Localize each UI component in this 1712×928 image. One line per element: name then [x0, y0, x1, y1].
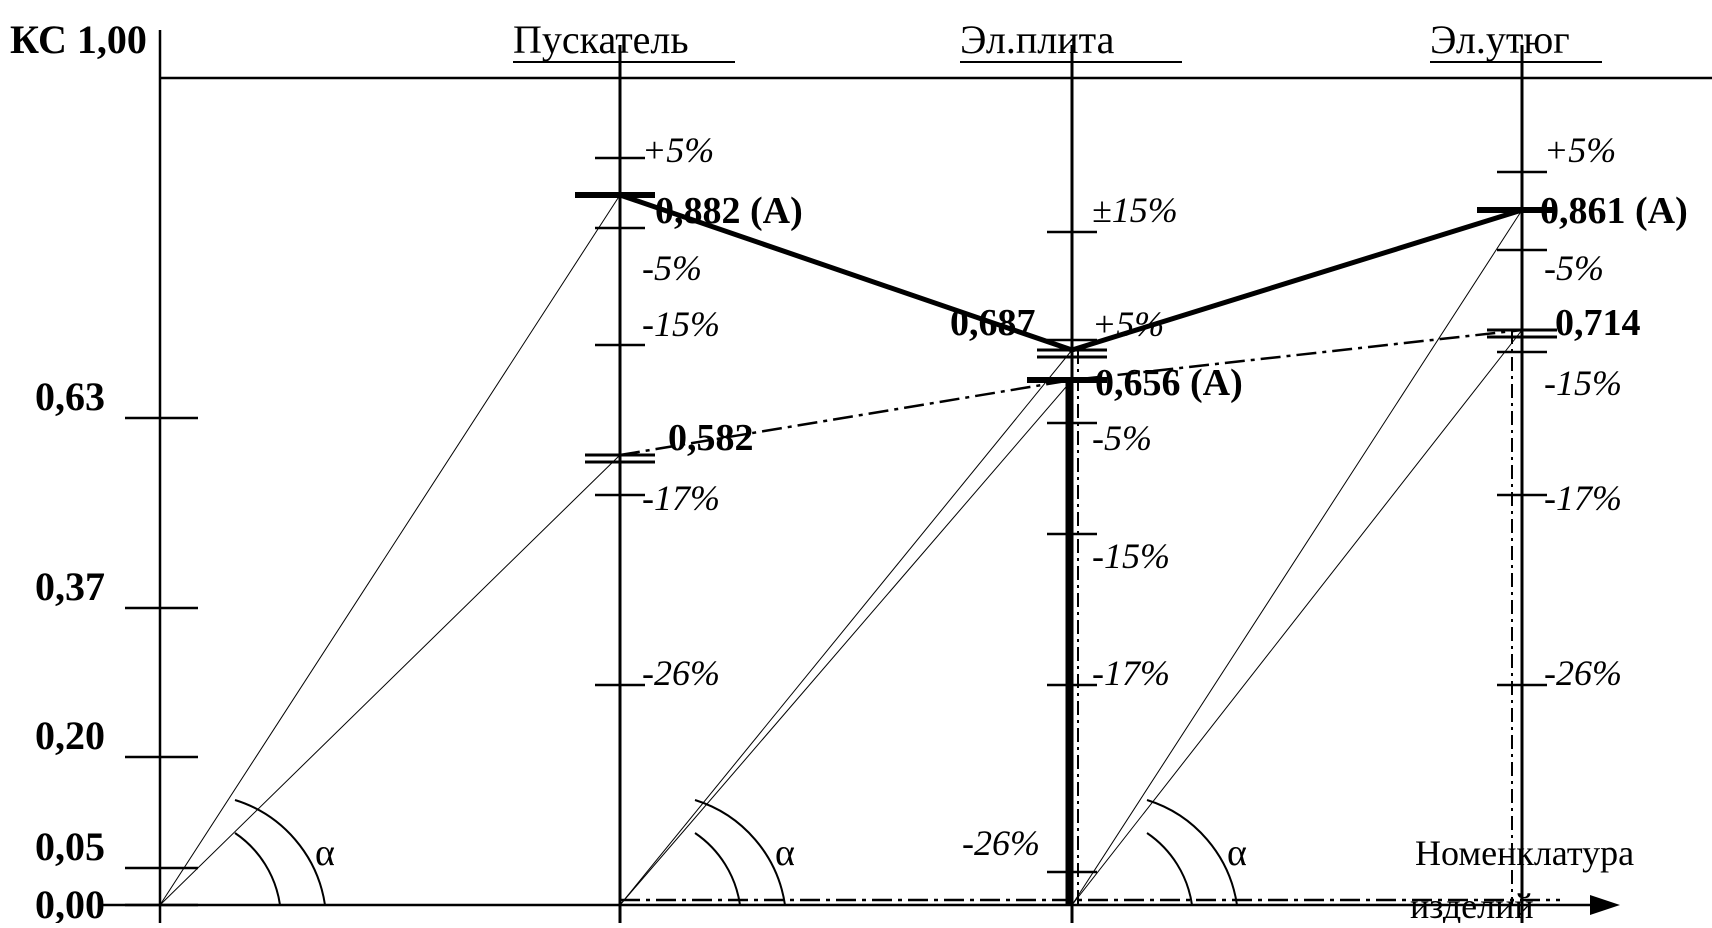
product-columns: Пускатель +5% -5% -15% -17% -26% 0,882 (А) 0,58… [513, 17, 1688, 923]
angle-symbol: α [1227, 832, 1247, 874]
percent-tick-label: +5% [1544, 130, 1616, 170]
product-name: Эл.плита [960, 17, 1115, 62]
percent-tick-label: ±15% [1092, 190, 1178, 230]
percent-tick-label: -17% [1544, 478, 1622, 518]
percent-tick-label: -26% [962, 823, 1040, 863]
angle-arc [234, 799, 326, 906]
percent-tick-label: -5% [642, 248, 702, 288]
percent-tick-label: -15% [642, 304, 720, 344]
percent-tick-label: -17% [642, 478, 720, 518]
percent-tick-label: +5% [642, 130, 714, 170]
percent-tick-label: -5% [1092, 418, 1152, 458]
y-tick-label: 0,00 [35, 882, 105, 923]
top-value-label: 0,882 (А) [655, 190, 803, 232]
percent-tick-label: -26% [1544, 653, 1622, 693]
angle-arc [694, 799, 786, 906]
y-tick-label: 0,37 [35, 564, 105, 609]
percent-tick-label: -15% [1092, 536, 1170, 576]
ray-line [1071, 329, 1523, 906]
x-axis-title-line2: изделий [1410, 886, 1534, 923]
angle-symbol: α [775, 832, 795, 874]
low-value-label: 0,714 [1555, 302, 1641, 344]
ray-line [619, 379, 1073, 906]
ray-line [619, 349, 1073, 906]
product-name: Эл.утюг [1430, 17, 1570, 62]
y-tick-label: 0,05 [35, 824, 105, 869]
series-b-line [619, 328, 1523, 457]
ray-line [159, 194, 621, 906]
angle-arc [694, 832, 741, 906]
ray-line [159, 454, 621, 906]
angle-arc [1146, 799, 1238, 906]
y-tick-label: 0,63 [35, 374, 105, 419]
percent-tick-label: -5% [1544, 248, 1604, 288]
series-a-line [619, 192, 1523, 353]
percent-tick-label: -15% [1544, 363, 1622, 403]
angle-symbol: α [315, 832, 335, 874]
angle-arc [1146, 832, 1193, 906]
ray-line [1071, 209, 1523, 906]
y-tick-label: 0,20 [35, 713, 105, 758]
angle-arc [234, 832, 281, 906]
top-value-label: 0,861 (А) [1540, 190, 1688, 232]
y-axis-ticks: 0,63 0,37 0,20 0,05 0,00 [35, 374, 198, 927]
x-axis-title-line1: Номенклатура [1415, 833, 1634, 873]
y-axis-title: КС 1,00 [10, 17, 147, 62]
low-value-label: 0,582 [668, 417, 754, 459]
product-name: Пускатель [513, 17, 689, 62]
series-lines [619, 192, 1560, 902]
percent-tick-label: -17% [1092, 653, 1170, 693]
percent-tick-label: -26% [642, 653, 720, 693]
x-axis-arrow-icon [1590, 895, 1620, 915]
